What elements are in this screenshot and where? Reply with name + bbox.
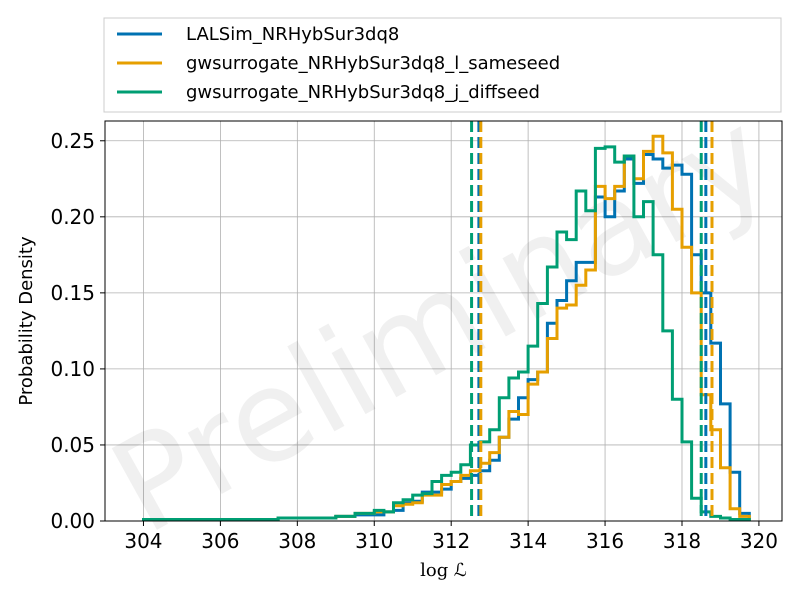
y-tick-label: 0.25 [50,129,95,153]
x-axis-label: log ℒ [420,560,467,581]
legend-box [103,17,782,113]
ticks: 304 306 308 310 312 314 316 318 320 0.00 0.05 0.10 0… [50,129,778,553]
legend-label: LALSim_NRHybSur3dq8 [186,24,399,45]
y-tick-label: 0.10 [50,357,95,381]
y-axis-label: Probability Density [16,236,37,406]
series-layer [142,134,751,521]
legend-label: gwsurrogate_NRHybSur3dq8_j_diffseed [186,82,540,103]
x-tick-label: 318 [663,529,701,553]
histogram-series-2 [142,145,751,521]
y-tick-label: 0.20 [50,205,95,229]
x-tick-label: 314 [509,529,547,553]
x-tick-label: 320 [740,529,778,553]
vline-layer [470,121,714,521]
plot-frame [104,120,783,522]
y-tick-label: 0.15 [50,281,95,305]
legend: LALSim_NRHybSur3dq8 gwsurrogate_NRHybSur3… [103,17,782,113]
y-tick-label: 0.00 [50,509,95,533]
x-tick-label: 310 [355,529,393,553]
x-tick-label: 304 [124,529,162,553]
x-tick-label: 316 [586,529,624,553]
x-axis-label-text: log ℒ [420,560,467,581]
x-tick-label: 312 [432,529,470,553]
legend-label: gwsurrogate_NRHybSur3dq8_l_sameseed [186,53,560,74]
x-tick-label: 306 [201,529,239,553]
x-tick-label: 308 [278,529,316,553]
y-tick-label: 0.05 [50,433,95,457]
